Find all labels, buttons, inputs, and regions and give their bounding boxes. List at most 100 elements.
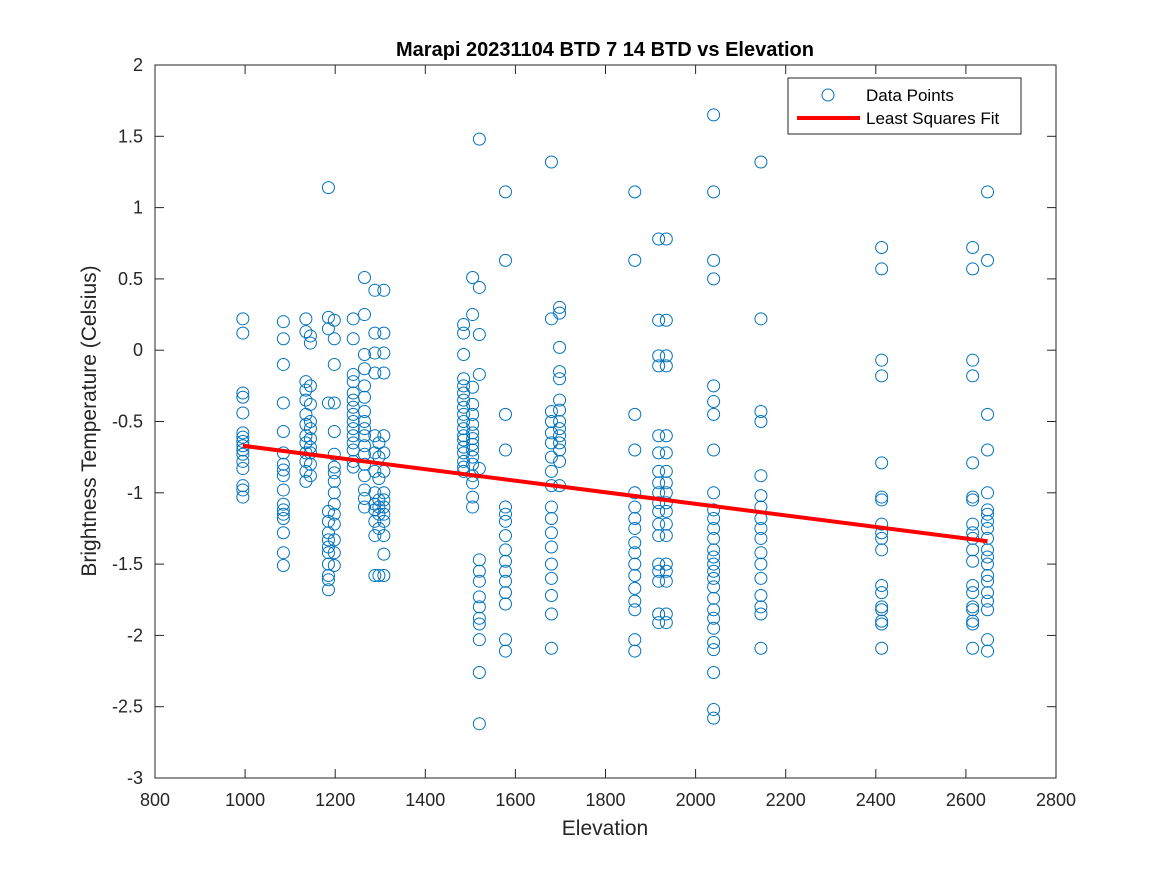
data-point [652,504,666,518]
data-point [372,569,386,583]
data-point [498,500,512,514]
data-point [303,457,317,471]
plot-frame [154,64,1057,779]
data-point [377,507,391,521]
data-point [628,581,642,595]
data-point [875,531,889,545]
data-point [966,262,980,276]
data-point [754,571,768,585]
legend: Data Points Least Squares Fit [787,77,1022,135]
data-point [652,349,666,363]
data-point [276,396,290,410]
data-point [372,472,386,486]
y-tick-label: 0.5 [118,269,143,289]
x-tick-label: 2400 [856,790,896,810]
data-point [875,241,889,255]
y-tick-label: 0 [133,340,143,360]
x-tick-label: 1600 [495,790,535,810]
data-point [498,644,512,658]
data-point [754,489,768,503]
data-point [659,349,673,363]
data-point [276,526,290,540]
y-tick-label: -3 [127,768,143,788]
data-point [981,443,995,457]
data-point [875,641,889,655]
data-point [346,422,360,436]
data-point [544,415,558,428]
x-tick-label: 2200 [766,790,806,810]
data-point [276,469,290,483]
data-point [377,493,391,507]
data-point [875,490,889,504]
data-point [754,607,768,621]
data-point [981,407,995,421]
data-point [628,185,642,199]
data-point [236,386,250,400]
data-point [303,469,317,483]
data-point [707,580,721,594]
data-point [472,564,486,578]
data-point [299,312,313,326]
data-point [368,529,382,543]
data-point [368,429,382,443]
data-point [875,617,889,631]
data-point [466,397,480,411]
data-point [327,357,341,371]
data-point [875,586,889,600]
data-point [981,574,995,588]
data-point [472,553,486,567]
data-point [498,564,512,578]
data-point [327,507,341,521]
data-point [707,711,721,725]
data-point [659,517,673,531]
data-point [276,457,290,471]
data-point [875,600,889,614]
data-point [276,357,290,371]
data-point [659,429,673,443]
data-point [457,326,471,340]
data-point [377,529,391,543]
data-point [303,379,317,393]
data-point [553,422,567,436]
data-point [321,533,335,547]
data-point [346,443,360,457]
data-point [659,616,673,630]
plot-background [155,65,1056,778]
data-point [544,436,558,450]
data-point [652,616,666,630]
data-point [652,464,666,478]
data-point [754,588,768,602]
data-point [981,486,995,500]
data-point [628,594,642,608]
data-point [628,486,642,500]
data-point [276,332,290,346]
data-point [981,521,995,535]
data-point [457,393,471,407]
data-point [346,375,360,389]
data-point [303,422,317,436]
data-point [236,326,250,340]
legend-box [787,77,1022,135]
data-point [754,600,768,614]
data-point [346,332,360,346]
data-point [544,500,558,514]
data-point [628,536,642,550]
data-point [377,514,391,528]
data-point [368,514,382,528]
data-point [357,492,371,506]
data-point [981,557,995,571]
data-point [327,486,341,500]
data-point [659,464,673,478]
data-point [466,380,480,394]
data-point [628,253,642,267]
data-point [368,346,382,360]
data-point [299,429,313,443]
data-point [981,569,995,583]
data-point [652,607,666,621]
data-point [377,486,391,500]
least-squares-fit-line [242,443,988,544]
data-point [875,578,889,592]
data-point [981,603,995,617]
data-point [707,603,721,617]
